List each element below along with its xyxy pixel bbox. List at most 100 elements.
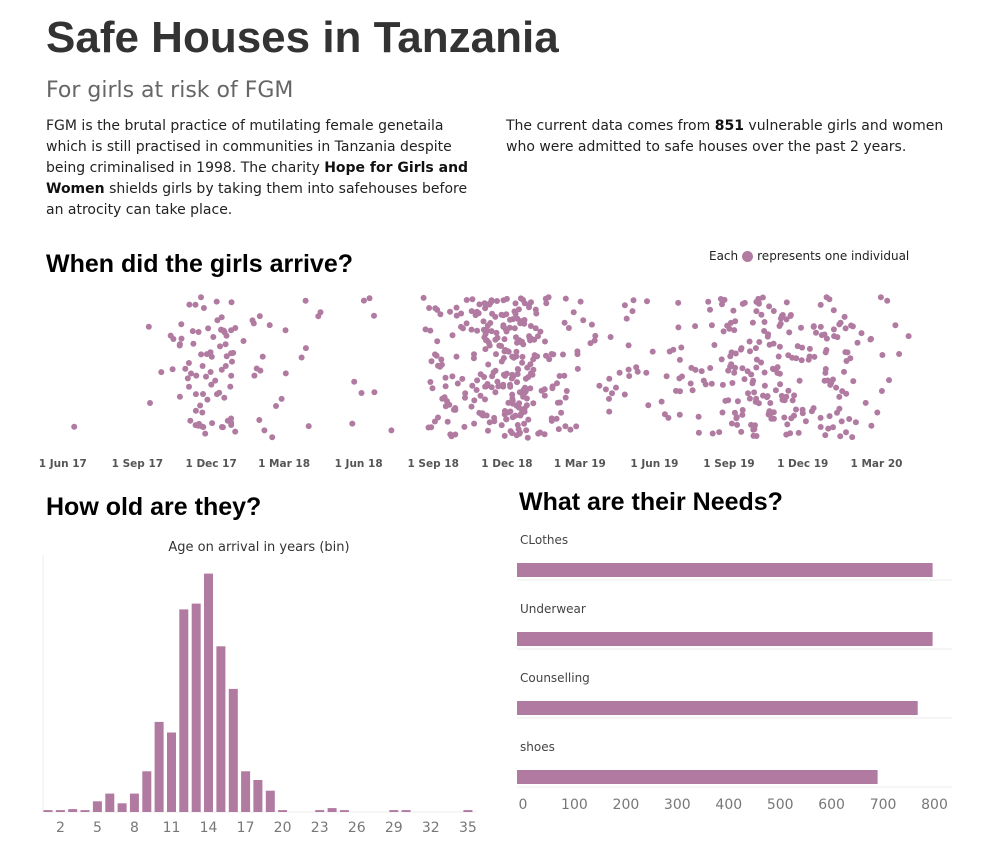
arrival-dot: [458, 310, 465, 317]
arrival-dot: [232, 428, 239, 435]
arrival-dot: [510, 374, 516, 380]
arrival-dot: [521, 317, 528, 323]
arrival-dot: [427, 327, 434, 334]
arrival-dot: [484, 327, 491, 334]
arrival-dot: [687, 380, 694, 387]
arrival-dot: [302, 297, 309, 304]
arrival-dot: [759, 294, 766, 301]
age-bar: [142, 771, 152, 812]
arrival-dot: [818, 332, 825, 339]
arrival-dot: [718, 356, 725, 363]
arrival-dot: [554, 380, 560, 387]
arrival-dot: [494, 378, 501, 385]
arrival-dot: [360, 297, 367, 304]
arrival-dot: [784, 421, 791, 428]
arrival-dot: [449, 332, 456, 339]
arrival-dot: [678, 344, 685, 351]
age-bar: [278, 810, 288, 812]
arrival-dot: [537, 328, 544, 335]
arrival-dot: [186, 383, 192, 390]
arrival-dot: [500, 371, 507, 378]
arrival-dot: [811, 353, 818, 360]
arrival-dot: [228, 299, 235, 306]
arrival-dot: [675, 299, 682, 306]
arrival-dot: [562, 394, 569, 401]
arrival-dot: [764, 333, 771, 340]
arrival-dot: [783, 299, 790, 306]
arrival-dot: [550, 351, 557, 358]
arrival-dot: [761, 328, 768, 334]
arrival-dot: [178, 335, 185, 342]
arrival-dot: [695, 413, 702, 420]
arrival-dot: [169, 366, 176, 373]
arrival-dot: [515, 366, 522, 373]
arrival-dot: [222, 363, 229, 369]
arrival-dot: [256, 417, 263, 423]
age-x-tick: 11: [163, 820, 181, 836]
arrival-dot: [371, 312, 377, 319]
arrival-dot: [746, 395, 753, 402]
arrival-dot: [502, 347, 509, 353]
arrival-dot: [461, 423, 468, 430]
arrival-dot: [459, 375, 466, 382]
arrival-dot: [482, 346, 489, 353]
arrival-dot: [868, 422, 875, 429]
arrival-dot: [543, 352, 549, 359]
arrival-dot: [199, 423, 206, 430]
arrival-dot: [218, 314, 225, 321]
arrival-dot: [269, 434, 276, 441]
arrival-dot: [197, 402, 204, 409]
arrival-dot: [513, 432, 520, 439]
need-bar: [517, 632, 933, 646]
arrivals-strip-chart: 1 Jun 17 1 Sep 17 1 Dec 17 1 Mar 18 1 Jun 18…: [39, 294, 912, 470]
need-label: Counselling: [520, 671, 590, 685]
arrival-dot: [562, 295, 569, 302]
arrival-dot: [621, 391, 628, 398]
arrival-dot: [750, 377, 757, 384]
arrival-dot: [437, 311, 444, 318]
arrival-dot: [432, 351, 438, 358]
arrival-dot: [747, 348, 753, 355]
arrival-dot: [261, 427, 268, 434]
age-bar: [401, 810, 411, 812]
arrival-dot: [783, 316, 790, 323]
arrival-dot: [858, 330, 865, 337]
arrival-dot: [878, 388, 885, 394]
arrivals-x-tick: 1 Jun 17: [39, 458, 87, 470]
age-x-tick: 35: [459, 820, 477, 836]
arrival-dot: [795, 429, 802, 436]
arrival-dot: [822, 432, 829, 439]
arrival-dot: [783, 393, 790, 400]
arrival-dot: [469, 296, 476, 303]
arrival-dot: [787, 430, 794, 437]
arrival-dot: [570, 309, 577, 316]
arrival-dot: [221, 394, 228, 401]
arrival-dot: [213, 298, 220, 305]
arrival-dot: [560, 351, 566, 358]
arrival-dot: [806, 345, 813, 352]
arrival-dot: [799, 406, 806, 413]
arrival-dot: [709, 430, 716, 437]
arrival-dot: [531, 336, 538, 343]
arrival-dot: [422, 326, 429, 333]
arrival-dot: [510, 316, 516, 323]
arrival-dot: [817, 301, 824, 308]
arrival-dot: [205, 325, 212, 332]
arrival-dot: [830, 307, 837, 314]
arrival-dot: [753, 395, 760, 402]
arrival-dot: [202, 430, 209, 437]
arrival-dot: [520, 341, 527, 348]
arrival-dot: [777, 381, 784, 388]
arrival-dot: [734, 421, 741, 428]
arrival-dot: [766, 303, 773, 310]
arrival-dot: [527, 385, 534, 392]
arrival-dot: [580, 317, 587, 324]
arrival-dot: [770, 409, 777, 416]
arrival-dot: [218, 366, 225, 373]
arrival-dot: [463, 297, 470, 303]
age-bar: [253, 780, 263, 812]
arrival-dot: [210, 334, 217, 340]
arrival-dot: [602, 386, 609, 393]
arrival-dot: [480, 318, 487, 325]
arrival-dot: [223, 332, 230, 339]
